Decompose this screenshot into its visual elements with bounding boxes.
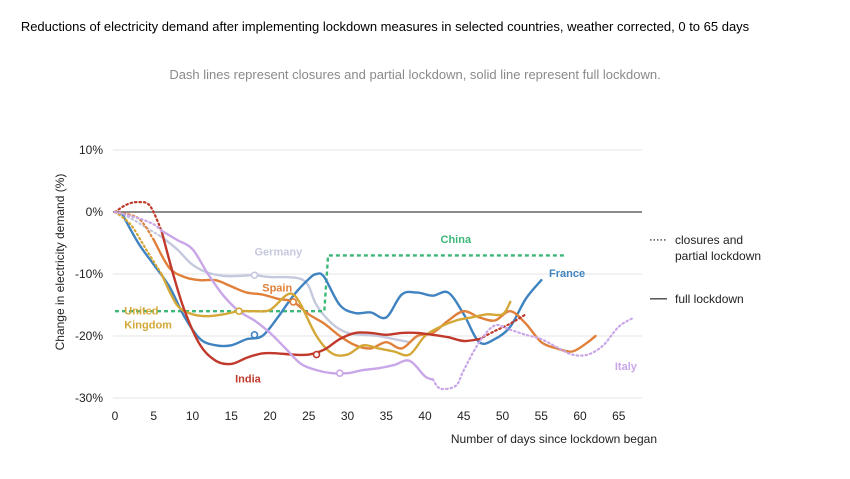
x-tick-label: 0 — [112, 409, 119, 423]
series-label-spain: Spain — [262, 282, 292, 294]
series-label-germany: Germany — [255, 246, 304, 258]
x-tick-label: 60 — [573, 409, 587, 423]
x-tick-label: 55 — [535, 409, 549, 423]
series-label-line: France — [549, 268, 585, 280]
series-label-united-kingdom: United Kingdom — [124, 305, 172, 331]
series-label-india: India — [235, 374, 262, 386]
y-tick-label: 10% — [79, 143, 103, 157]
gridlines — [113, 149, 642, 399]
series-label-line: United — [124, 305, 158, 317]
data-point-marker — [250, 271, 259, 280]
x-tick-label: 35 — [380, 409, 394, 423]
series-line-italy-solid — [160, 229, 434, 381]
data-point-marker — [235, 307, 243, 316]
x-tick-label: 30 — [341, 409, 355, 423]
x-tick-label: 10 — [186, 409, 200, 423]
x-tick-label: 20 — [263, 409, 277, 423]
legend-label-line: full lockdown — [675, 292, 744, 306]
x-tick-label: 40 — [418, 409, 432, 423]
series-label-line: Kingdom — [124, 319, 172, 331]
series-label-line: Italy — [615, 361, 638, 373]
y-tick-label: -10% — [75, 267, 103, 281]
y-tick-label: -30% — [75, 391, 103, 405]
legend-label-solid: full lockdown — [675, 292, 744, 306]
x-tick-label: 65 — [612, 409, 626, 423]
y-axis-label: Change in electricity demand (%) — [53, 174, 67, 351]
series-line-spain-solid — [152, 238, 597, 353]
legend-label-line: partial lockdown — [675, 249, 761, 263]
series-label-italy: Italy — [615, 361, 638, 373]
y-tick-label: -20% — [75, 329, 103, 343]
series-labels: Germany China France Spain United Kingdom Indi… — [124, 234, 637, 386]
series-label-france: France — [549, 268, 585, 280]
series-markers — [235, 271, 344, 378]
x-tick-label: 5 — [150, 409, 157, 423]
legend-label-dotted: closures and partial lockdown — [675, 233, 761, 263]
y-tick-label: 0% — [86, 205, 104, 219]
series-label-line: China — [441, 234, 472, 246]
x-tick-label: 50 — [496, 409, 510, 423]
y-axis-ticks: 10% 0% -10% -20% -30% — [75, 143, 103, 405]
series-line-france-solid — [121, 213, 543, 348]
x-axis-ticks: 0 5 10 15 20 25 30 35 40 45 50 55 60 65 — [112, 409, 626, 423]
x-tick-label: 25 — [302, 409, 316, 423]
data-point-marker — [312, 350, 321, 359]
x-axis-label: Number of days since lockdown began — [451, 432, 657, 446]
series-label-china: China — [441, 234, 472, 246]
series-label-line: Spain — [262, 282, 292, 294]
series-line-india-dotted — [113, 200, 163, 232]
x-tick-label: 45 — [457, 409, 471, 423]
x-tick-label: 15 — [225, 409, 239, 423]
data-point-marker — [289, 298, 298, 306]
series-label-line: Germany — [255, 246, 304, 258]
chart-subtitle: Dash lines represent closures and partia… — [169, 67, 661, 82]
chart-title: Reductions of electricity demand after i… — [20, 19, 750, 34]
data-point-marker — [250, 330, 259, 339]
data-point-marker — [335, 369, 344, 378]
series-line-italy-dotted — [113, 210, 163, 232]
legend: closures and partial lockdown full lockdow… — [650, 233, 761, 306]
series-label-line: India — [235, 374, 262, 386]
series-line-united-kingdom-dotted — [113, 210, 163, 276]
series-line-united-kingdom-solid — [160, 272, 512, 357]
series-line-italy-dotted — [431, 316, 636, 391]
legend-label-line: closures and — [675, 233, 743, 247]
series-lines — [113, 200, 636, 391]
series-line-germany-dotted — [113, 210, 163, 238]
